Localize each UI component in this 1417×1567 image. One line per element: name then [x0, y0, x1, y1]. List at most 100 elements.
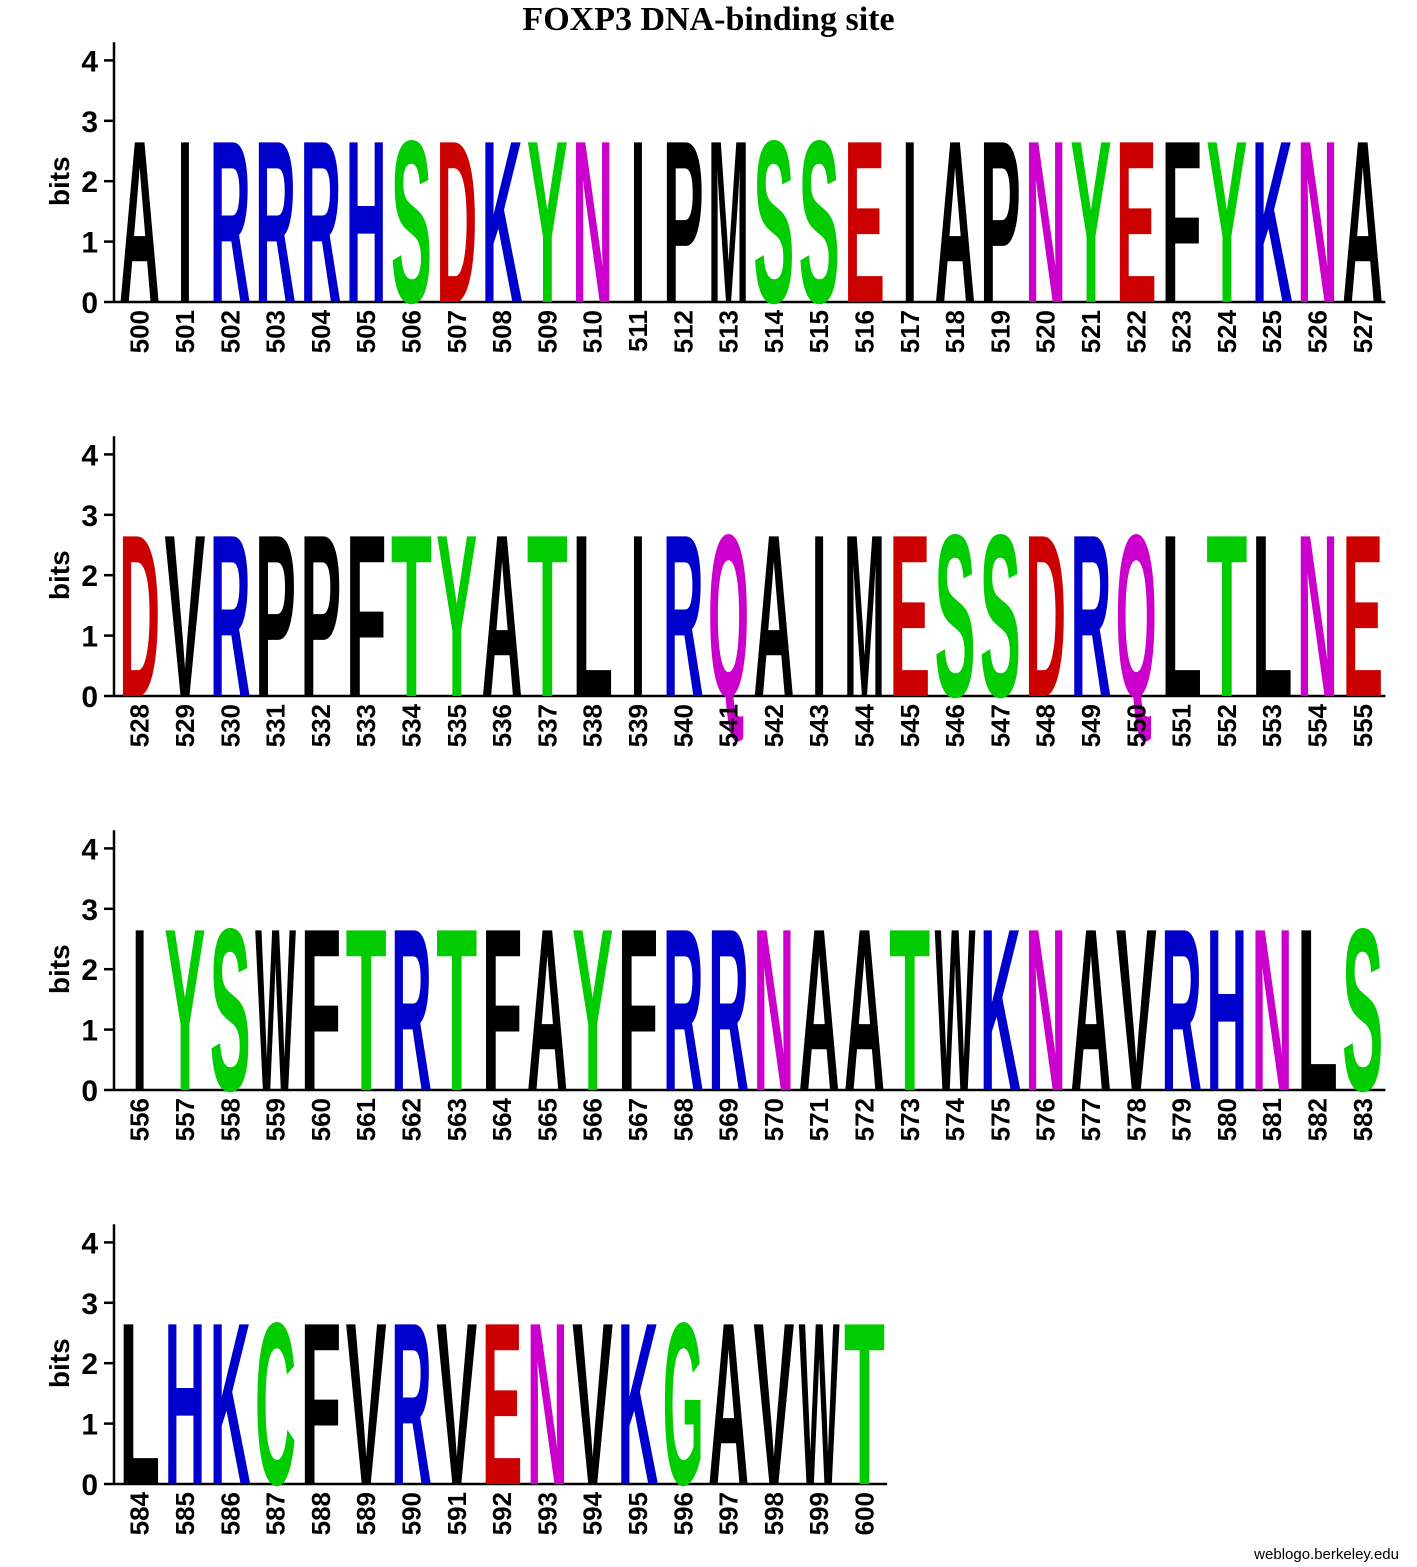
- position-label: 542: [759, 704, 789, 747]
- position-label: 540: [668, 704, 698, 747]
- residue-letter: R: [1161, 880, 1202, 1140]
- residue-letter: N: [527, 1274, 568, 1534]
- residue-letter: N: [753, 880, 794, 1140]
- residue-letter: D: [119, 486, 160, 746]
- residue-letter: E: [1116, 91, 1157, 351]
- residue-letter: Y: [164, 879, 205, 1139]
- residue-letter: G: [663, 1274, 704, 1533]
- position-label: 536: [487, 704, 517, 747]
- y-tick-label: 3: [81, 106, 98, 139]
- residue-letter: F: [300, 881, 341, 1140]
- residue-letter: V: [346, 1273, 387, 1533]
- residue-letter: P: [980, 91, 1021, 351]
- position-label: 520: [1031, 310, 1061, 353]
- residue-letter: L: [572, 487, 613, 746]
- position-label: 553: [1257, 704, 1287, 747]
- residue-letter: A: [844, 880, 885, 1140]
- y-tick-label: 2: [81, 166, 98, 199]
- residue-letter: N: [1297, 486, 1338, 746]
- y-tick-label: 1: [81, 1015, 98, 1048]
- position-label: 559: [261, 1098, 291, 1141]
- residue-letter: F: [300, 1275, 341, 1534]
- position-label: 530: [215, 704, 245, 747]
- residue-letter: S: [210, 879, 251, 1139]
- position-label: 538: [578, 704, 608, 747]
- position-label: 554: [1302, 703, 1332, 747]
- position-label: 545: [895, 704, 925, 747]
- residue-letter: Q: [708, 486, 749, 745]
- residue-letter: H: [1206, 880, 1247, 1140]
- position-label: 539: [623, 704, 653, 747]
- residue-letter: E: [482, 1273, 523, 1533]
- position-label: 533: [351, 704, 381, 747]
- position-label: 524: [1212, 309, 1242, 353]
- position-label: 541: [714, 704, 744, 747]
- y-tick-label: 4: [81, 1227, 98, 1260]
- position-label: 589: [351, 1492, 381, 1535]
- residue-letter: T: [1206, 487, 1247, 746]
- y-tick-label: 2: [81, 954, 98, 987]
- position-label: 522: [1121, 310, 1151, 353]
- position-label: 566: [578, 1098, 608, 1141]
- residue-letter: Y: [436, 485, 477, 745]
- position-label: 556: [125, 1098, 155, 1141]
- position-label: 546: [940, 704, 970, 747]
- residue-letter: Y: [1070, 91, 1111, 351]
- residue-letter: T: [346, 881, 387, 1140]
- residue-letter: A: [482, 486, 523, 746]
- residue-letter: F: [346, 487, 387, 746]
- y-tick-label: 1: [81, 227, 98, 260]
- position-label: 570: [759, 1098, 789, 1141]
- position-label: 569: [714, 1098, 744, 1141]
- position-label: 595: [623, 1492, 653, 1535]
- residue-letter: R: [210, 92, 251, 352]
- position-label: 523: [1167, 310, 1197, 353]
- position-label: 551: [1167, 704, 1197, 747]
- residue-letter: R: [391, 1274, 432, 1534]
- position-label: 508: [487, 310, 517, 353]
- residue-letter: I: [630, 91, 645, 351]
- position-label: 591: [442, 1492, 472, 1535]
- position-label: 527: [1348, 310, 1378, 353]
- position-label: 594: [578, 1491, 608, 1535]
- position-label: 502: [215, 310, 245, 353]
- residue-letter: P: [300, 485, 341, 745]
- residue-letter: N: [1252, 880, 1293, 1140]
- residue-letter: C: [255, 1274, 296, 1534]
- residue-letter: N: [1025, 92, 1066, 352]
- position-label: 500: [125, 310, 155, 353]
- residue-letter: V: [1116, 879, 1157, 1139]
- position-label: 510: [578, 310, 608, 353]
- position-label: 511: [623, 310, 653, 352]
- residue-letter: E: [844, 91, 885, 351]
- residue-letter: V: [165, 485, 206, 745]
- position-label: 586: [215, 1492, 245, 1535]
- residue-letter: Y: [572, 879, 613, 1139]
- y-tick-label: 4: [81, 439, 98, 472]
- residue-letter: R: [255, 92, 296, 352]
- position-label: 509: [532, 310, 562, 353]
- position-label: 564: [487, 1097, 517, 1141]
- position-label: 548: [1031, 704, 1061, 747]
- y-tick-label: 0: [81, 287, 98, 320]
- position-label: 535: [442, 704, 472, 747]
- position-label: 512: [668, 310, 698, 353]
- residue-letter: E: [1342, 485, 1383, 745]
- residue-letter: I: [812, 485, 827, 745]
- residue-letter: K: [210, 1274, 251, 1534]
- residue-letter: K: [482, 92, 523, 352]
- residue-letter: A: [1342, 92, 1383, 352]
- position-label: 596: [668, 1492, 698, 1535]
- position-label: 580: [1212, 1098, 1242, 1141]
- position-label: 573: [895, 1098, 925, 1141]
- position-label: 585: [170, 1492, 200, 1535]
- residue-letter: L: [1161, 487, 1202, 746]
- position-label: 516: [849, 310, 879, 353]
- footer-credit: weblogo.berkeley.edu: [1254, 1546, 1399, 1563]
- position-label: 549: [1076, 704, 1106, 747]
- y-tick-label: 3: [81, 500, 98, 533]
- y-tick-label: 2: [81, 1348, 98, 1381]
- position-label: 504: [306, 309, 336, 353]
